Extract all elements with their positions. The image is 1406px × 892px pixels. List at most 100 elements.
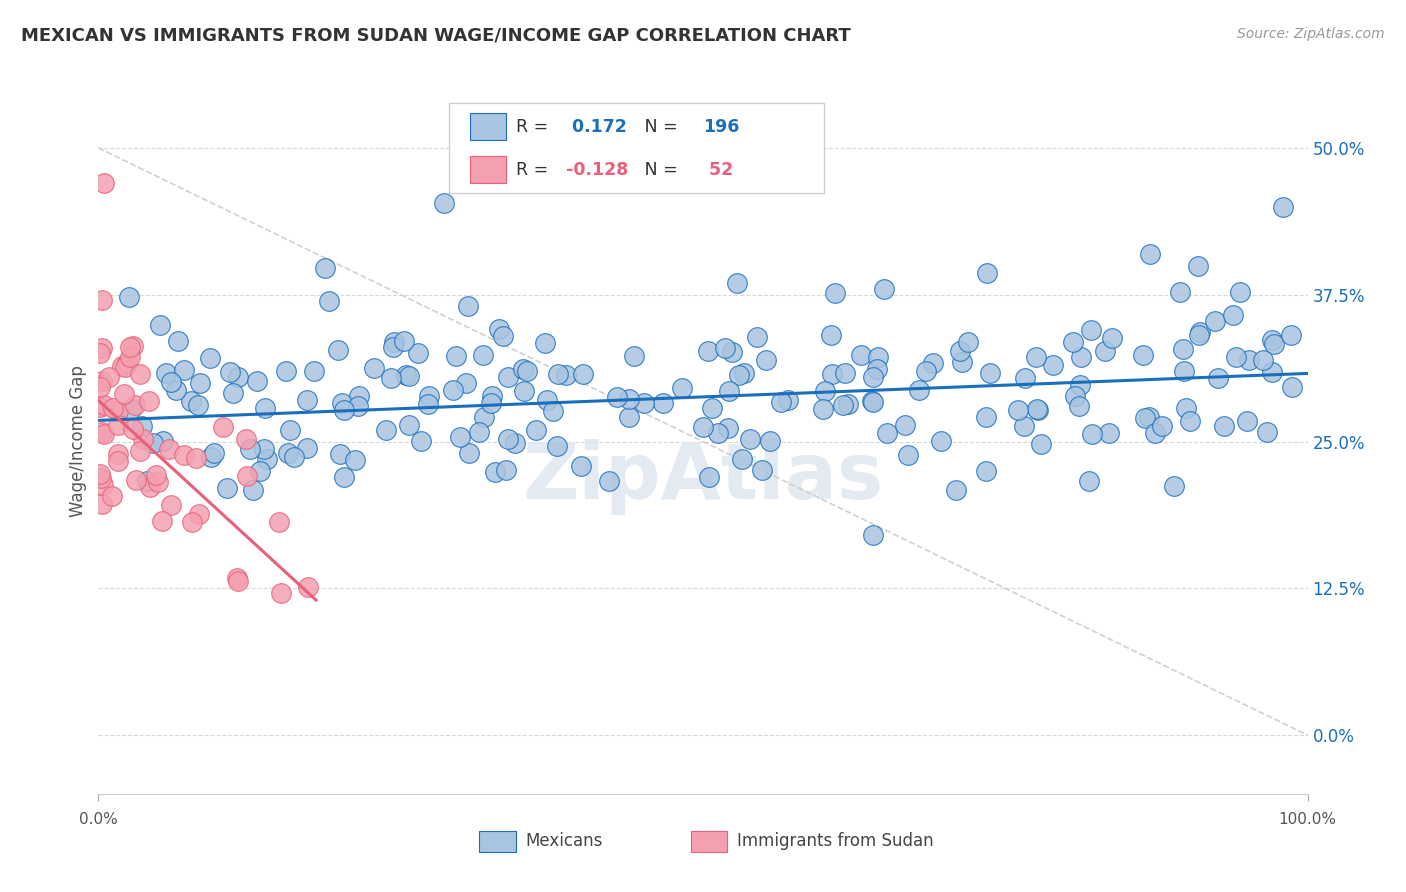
- Point: [721, 345, 744, 359]
- Point: [98, 369, 121, 384]
- Text: 52: 52: [703, 161, 734, 178]
- Point: [472, 347, 495, 361]
- Point: [897, 448, 920, 462]
- Point: [297, 581, 319, 595]
- Point: [124, 473, 146, 487]
- Point: [441, 384, 464, 398]
- Point: [1029, 437, 1052, 451]
- Point: [1064, 389, 1087, 403]
- Point: [187, 508, 209, 522]
- Point: [343, 453, 366, 467]
- Point: [1237, 353, 1260, 368]
- Point: [242, 483, 264, 498]
- Point: [479, 395, 502, 409]
- Point: [821, 367, 844, 381]
- Point: [472, 410, 495, 425]
- Point: [129, 368, 152, 382]
- Point: [1189, 326, 1212, 340]
- Point: [1251, 353, 1274, 368]
- Point: [950, 355, 973, 369]
- Point: [976, 266, 998, 280]
- Point: [834, 366, 856, 380]
- Point: [718, 384, 741, 398]
- Point: [860, 394, 883, 409]
- Point: [1229, 285, 1251, 300]
- Point: [851, 348, 873, 362]
- Point: [569, 458, 592, 473]
- Point: [278, 423, 301, 437]
- Point: [249, 464, 271, 478]
- Point: [145, 467, 167, 482]
- Point: [267, 515, 290, 529]
- Point: [449, 430, 471, 444]
- Point: [160, 499, 183, 513]
- Point: [90, 293, 112, 308]
- Point: [1137, 410, 1160, 425]
- Point: [270, 585, 292, 599]
- Point: [374, 423, 396, 437]
- Point: [187, 398, 209, 412]
- Point: [1188, 327, 1211, 342]
- Point: [714, 341, 737, 355]
- Point: [121, 421, 143, 435]
- Point: [433, 196, 456, 211]
- Point: [89, 400, 111, 414]
- Point: [395, 368, 418, 383]
- Point: [186, 451, 208, 466]
- Point: [332, 470, 354, 484]
- Point: [1139, 246, 1161, 260]
- Point: [728, 368, 751, 383]
- Point: [302, 364, 325, 378]
- Point: [1042, 359, 1064, 373]
- Point: [297, 392, 319, 407]
- Point: [868, 350, 890, 364]
- Point: [495, 463, 517, 477]
- Point: [155, 366, 177, 380]
- Point: [90, 470, 112, 484]
- Point: [769, 394, 792, 409]
- Point: [107, 454, 129, 468]
- Point: [740, 432, 762, 446]
- Point: [297, 441, 319, 455]
- Point: [218, 365, 240, 379]
- Point: [1279, 327, 1302, 342]
- Point: [481, 389, 503, 403]
- Text: R =: R =: [516, 161, 554, 178]
- Point: [1168, 285, 1191, 299]
- Point: [1152, 419, 1174, 434]
- Point: [692, 419, 714, 434]
- Point: [572, 368, 595, 382]
- Point: [246, 374, 269, 388]
- Point: [120, 350, 142, 364]
- Point: [1222, 308, 1244, 322]
- Point: [457, 299, 479, 313]
- Point: [101, 401, 124, 415]
- Point: [157, 442, 180, 457]
- Point: [820, 327, 842, 342]
- Point: [488, 321, 510, 335]
- Point: [129, 443, 152, 458]
- Point: [122, 339, 145, 353]
- Point: [513, 384, 536, 398]
- Point: [91, 374, 114, 388]
- Point: [382, 334, 405, 349]
- Point: [146, 475, 169, 489]
- Point: [1062, 335, 1084, 350]
- Point: [253, 442, 276, 456]
- Point: [1261, 333, 1284, 347]
- Point: [717, 420, 740, 434]
- Point: [776, 392, 799, 407]
- Point: [165, 383, 187, 397]
- FancyBboxPatch shape: [470, 156, 506, 183]
- Point: [1098, 425, 1121, 440]
- Point: [873, 282, 896, 296]
- Point: [222, 386, 245, 401]
- Point: [1163, 478, 1185, 492]
- Text: Source: ZipAtlas.com: Source: ZipAtlas.com: [1237, 27, 1385, 41]
- Point: [398, 369, 420, 384]
- Point: [1171, 342, 1194, 356]
- Point: [546, 439, 568, 453]
- Point: [283, 450, 305, 464]
- Point: [1173, 364, 1195, 378]
- Point: [1026, 402, 1049, 417]
